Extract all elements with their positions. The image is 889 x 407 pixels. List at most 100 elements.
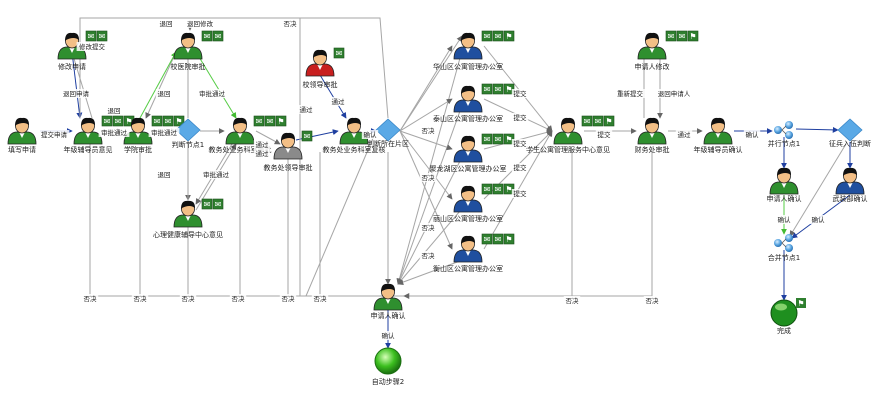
edge-dorm-veto-left[interactable] — [305, 130, 377, 297]
edge-judge-n_julong[interactable] — [399, 130, 453, 151]
workflow-node-judge1[interactable]: 判断节点1 — [172, 118, 204, 149]
person-green-icon — [173, 32, 203, 60]
edge-n_julong-veto[interactable] — [397, 160, 461, 285]
mail-badge-icon[interactable]: ✉ — [212, 198, 224, 210]
workflow-node-applicant-edit[interactable]: ✉ ✉ ⚑申请人修改 — [635, 30, 699, 71]
mail-badge-icon[interactable]: ✉ — [85, 30, 97, 42]
svg-text:⚑: ⚑ — [505, 235, 512, 244]
edge-judge-top[interactable] — [399, 35, 463, 132]
mail-badge-icon[interactable]: ✉ — [96, 30, 108, 42]
workflow-node-parallel1[interactable]: 并行节点1 — [768, 121, 800, 148]
workflow-node-school[interactable]: ✉ ✉ 校医院审批 — [171, 30, 224, 71]
workflow-node-student-center[interactable]: ✉ ✉ ⚑学生公寓管理服务中心意见 — [526, 115, 615, 154]
mail-badge-icon[interactable]: ✉ — [101, 115, 113, 127]
workflow-node-huashan[interactable]: ✉ ✉ ⚑华山区公寓管理办公室 — [433, 30, 515, 71]
workflow-node-hengshan[interactable]: ✉ ✉ ⚑衡山区公寓管理办公室 — [433, 233, 515, 273]
edge-judge-n_lishan[interactable] — [399, 130, 453, 200]
svg-text:✉: ✉ — [104, 117, 111, 126]
mail-badge-icon[interactable]: ✉ — [592, 115, 604, 127]
edge-n_lishan-veto[interactable] — [397, 210, 461, 285]
workflow-node-fill[interactable]: 填写申请 — [7, 117, 37, 154]
mail-badge-icon[interactable]: ✉ — [212, 30, 224, 42]
edge-veto-bottom[interactable] — [89, 144, 404, 297]
workflow-node-taishan[interactable]: ✉ ✉ ⚑泰山区公寓管理办公室 — [433, 83, 515, 123]
edge-judge-n_hengshan[interactable] — [399, 130, 453, 250]
flag-badge-icon[interactable]: ⚑ — [503, 30, 515, 42]
mail-badge-icon[interactable]: ✉ — [676, 30, 688, 42]
workflow-node-psy[interactable]: ✉ ✉ 心理健康辅导中心意见 — [153, 198, 224, 239]
mail-badge-icon[interactable]: ✉ — [581, 115, 593, 127]
flag-badge-icon[interactable]: ⚑ — [275, 115, 287, 127]
mail-badge-icon[interactable]: ✉ — [151, 115, 163, 127]
edge-n_huashan-veto[interactable] — [396, 57, 461, 285]
mail-badge-icon[interactable]: ✉ — [201, 198, 213, 210]
mail-badge-icon[interactable]: ✉ — [665, 30, 677, 42]
workflow-node-tutor-confirm[interactable]: 年级辅导员确认 — [694, 117, 743, 154]
mail-badge-icon[interactable]: ✉ — [481, 183, 493, 195]
workflow-node-check-armed[interactable]: 征兵入伍判断 — [829, 118, 871, 148]
workflow-node-eduleader[interactable]: ✉ 教务处领导审批 — [264, 130, 313, 172]
node-label: 填写申请 — [8, 145, 36, 154]
workflow-node-edu[interactable]: ✉ ✉ ⚑教务处业务科室审批 — [209, 115, 287, 154]
edge-parallel-check[interactable] — [795, 126, 839, 133]
flag-badge-icon[interactable]: ⚑ — [603, 115, 615, 127]
edge-college-school[interactable] — [139, 51, 177, 119]
mail-badge-icon[interactable]: ✉ — [492, 30, 504, 42]
edge-top-return-loop[interactable] — [79, 17, 389, 119]
edge-tutor-edit[interactable] — [70, 51, 93, 119]
person-red-icon — [305, 49, 335, 77]
mail-badge-icon[interactable]: ✉ — [253, 115, 265, 127]
edge-label: 确认 — [778, 215, 792, 224]
workflow-node-auto2[interactable]: 自动步骤2 — [372, 347, 404, 386]
workflow-node-lishan[interactable]: ✉ ✉ ⚑丽山区公寓管理办公室 — [433, 183, 515, 223]
workflow-node-armed[interactable]: 武装部确认 — [833, 167, 868, 203]
mail-badge-icon[interactable]: ✉ — [492, 183, 504, 195]
flag-badge-icon[interactable]: ⚑ — [503, 233, 515, 245]
edge-veto-finance[interactable] — [572, 152, 653, 297]
edge-schoolleader-edu2[interactable] — [319, 74, 347, 119]
edge-label: 重新提交 — [617, 89, 644, 98]
workflow-node-done[interactable]: ⚑ 完成 — [770, 298, 806, 335]
mail-badge-icon[interactable]: ✉ — [301, 130, 313, 142]
mail-badge-icon[interactable]: ✉ — [264, 115, 276, 127]
mail-badge-icon[interactable]: ✉ — [492, 133, 504, 145]
workflow-node-judge-dorm[interactable]: 判断所在片区 — [367, 118, 409, 148]
edge-judge-n_taishan[interactable] — [399, 98, 453, 132]
person-blue-icon — [453, 32, 483, 60]
edge-school-college[interactable] — [145, 51, 177, 119]
mail-badge-icon[interactable]: ✉ — [333, 47, 345, 59]
mail-badge-icon[interactable]: ✉ — [112, 115, 124, 127]
mail-badge-icon[interactable]: ✉ — [492, 83, 504, 95]
workflow-node-finance[interactable]: 财务处审批 — [635, 117, 670, 154]
edge-label-bg — [279, 294, 297, 303]
mail-badge-icon[interactable]: ✉ — [162, 115, 174, 127]
flag-badge-icon[interactable]: ⚑ — [173, 115, 185, 127]
edge-label-bg — [511, 163, 529, 172]
flag-badge-icon[interactable]: ⚑ — [687, 30, 699, 42]
workflow-node-edu2[interactable]: 教务处业务科室复核 — [323, 117, 386, 154]
flag-badge-icon[interactable]: ⚑ — [796, 298, 806, 308]
workflow-node-schoolleader[interactable]: ✉ 校领导审批 — [303, 47, 345, 89]
edge-school-edu[interactable] — [195, 51, 237, 119]
edge-n_huashan-center[interactable] — [483, 45, 553, 132]
workflow-node-julong[interactable]: ✉ ✉ ⚑聚龙湖区公寓管理办公室 — [430, 133, 515, 173]
workflow-node-tutor[interactable]: ✉ ✉ ⚑年级辅导员意见 — [64, 115, 135, 154]
mail-badge-icon[interactable]: ✉ — [481, 30, 493, 42]
edge-check-merge[interactable] — [789, 143, 847, 237]
edge-edu-eduleader[interactable] — [255, 130, 281, 145]
svg-text:✉: ✉ — [165, 117, 172, 126]
edge-label: 否决 — [646, 296, 660, 305]
mail-badge-icon[interactable]: ✉ — [481, 133, 493, 145]
mail-badge-icon[interactable]: ✉ — [201, 30, 213, 42]
workflow-node-applicant-confirm[interactable]: 申请人确认 — [371, 283, 406, 320]
workflow-node-merge1[interactable]: 合并节点1 — [768, 234, 800, 262]
mail-badge-icon[interactable]: ✉ — [481, 83, 493, 95]
workflow-node-college[interactable]: ✉ ✉ ⚑学院审批 — [123, 115, 185, 154]
edge-label-bg — [81, 294, 99, 303]
edge-edit-tutor[interactable] — [71, 51, 83, 119]
mail-badge-icon[interactable]: ✉ — [492, 233, 504, 245]
workflow-node-applicant-confirm2[interactable]: 申请人确认 — [767, 167, 802, 203]
edge-n_hengshan-veto[interactable] — [397, 260, 461, 285]
mail-badge-icon[interactable]: ✉ — [481, 233, 493, 245]
edge-label: 否决 — [282, 294, 296, 303]
